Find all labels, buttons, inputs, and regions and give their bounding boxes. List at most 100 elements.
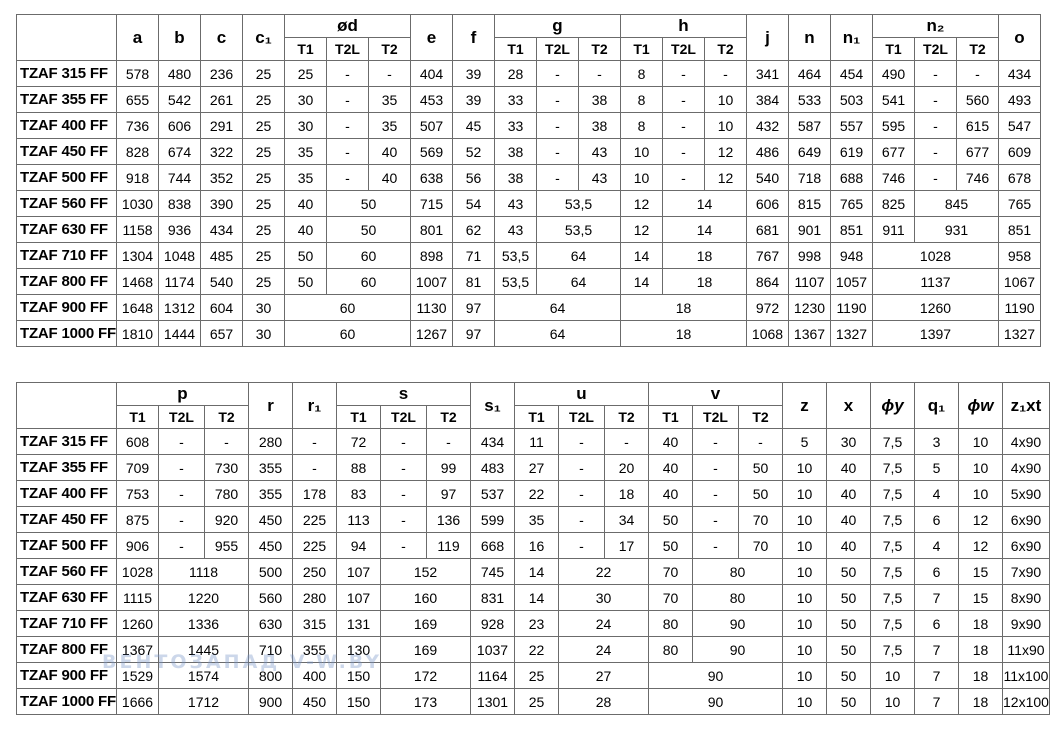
table-cell: 604 bbox=[200, 294, 243, 321]
table-cell: - bbox=[692, 532, 739, 559]
table-cell: 537 bbox=[470, 480, 515, 507]
table-cell: 70 bbox=[738, 506, 783, 533]
table-cell: 4x90 bbox=[1002, 428, 1050, 455]
table-cell: 1468 bbox=[116, 268, 159, 295]
table-cell: 898 bbox=[410, 242, 453, 269]
subheader-u-t1: T1 bbox=[514, 405, 559, 429]
table-cell: 480 bbox=[158, 60, 201, 87]
table-cell: 43 bbox=[494, 190, 537, 217]
table-cell: 90 bbox=[692, 610, 783, 637]
table-cell: - bbox=[158, 480, 205, 507]
table-cell: 18 bbox=[958, 636, 1003, 663]
header-n: n bbox=[788, 14, 831, 61]
table-cell: 845 bbox=[914, 190, 999, 217]
table-cell: 972 bbox=[746, 294, 789, 321]
table-cell: 780 bbox=[204, 480, 249, 507]
table-cell: 136 bbox=[426, 506, 471, 533]
table-cell: - bbox=[536, 60, 579, 87]
table-cell: 40 bbox=[826, 532, 871, 559]
table-cell: 390 bbox=[200, 190, 243, 217]
table-cell: 11 bbox=[514, 428, 559, 455]
table-cell: 169 bbox=[380, 636, 471, 663]
header-f: f bbox=[452, 14, 495, 61]
table-cell: 150 bbox=[336, 662, 381, 689]
table-cell: - bbox=[326, 86, 369, 113]
table-cell: 88 bbox=[336, 454, 381, 481]
table-cell: 60 bbox=[326, 268, 411, 295]
table-cell: 90 bbox=[648, 662, 783, 689]
table-cell: - bbox=[158, 506, 205, 533]
subheader-g-t2l: T2L bbox=[536, 37, 579, 61]
table-cell: 70 bbox=[648, 558, 693, 585]
table-cell: 10 bbox=[704, 112, 747, 139]
table-cell: 160 bbox=[380, 584, 471, 611]
table-cell: - bbox=[914, 60, 957, 87]
table-cell: 341 bbox=[746, 60, 789, 87]
table-cell: 1810 bbox=[116, 320, 159, 347]
table-row: TZAF 1000 FF 1810 1444 657 30 60 1267 97 64 18 106… bbox=[16, 320, 1041, 347]
table-cell: 38 bbox=[494, 138, 537, 165]
table-cell: 955 bbox=[204, 532, 249, 559]
header-z: z bbox=[782, 382, 827, 429]
table-cell: 40 bbox=[284, 190, 327, 217]
table-cell: 7 bbox=[914, 688, 959, 715]
table-cell: 1260 bbox=[872, 294, 999, 321]
table-cell: 72 bbox=[336, 428, 381, 455]
table-cell: 1574 bbox=[158, 662, 249, 689]
table-cell: 718 bbox=[788, 164, 831, 191]
table-cell: 8 bbox=[620, 86, 663, 113]
table-cell: 767 bbox=[746, 242, 789, 269]
table-cell: 619 bbox=[830, 138, 873, 165]
table-cell: 169 bbox=[380, 610, 471, 637]
table-cell: - bbox=[914, 112, 957, 139]
table-cell: 8 bbox=[620, 60, 663, 87]
table-cell: 557 bbox=[830, 112, 873, 139]
table-cell: 1158 bbox=[116, 216, 159, 243]
subheader-d-t2: T2 bbox=[368, 37, 411, 61]
table-row: TZAF 450 FF 875-920 450 225 113-136 599 35-34 5… bbox=[16, 506, 1050, 533]
table-cell: 83 bbox=[336, 480, 381, 507]
table-cell: 81 bbox=[452, 268, 495, 295]
table-row: TZAF 400 FF 736 606 291 25 30-35 507 45 33-38 8-1… bbox=[16, 112, 1041, 139]
table-cell: 746 bbox=[872, 164, 915, 191]
table-row: TZAF 450 FF 828 674 322 25 35-40 569 52 38-43 10-… bbox=[16, 138, 1041, 165]
table-cell: 864 bbox=[746, 268, 789, 295]
table-row: TZAF 315 FF 608- -280-72- -434 11- -40- -5 30 7,… bbox=[16, 428, 1050, 455]
table-cell: - bbox=[326, 112, 369, 139]
table-row: TZAF 400 FF 753-780 355 178 83-97 537 22-18 40-… bbox=[16, 480, 1050, 507]
table-cell: 178 bbox=[292, 480, 337, 507]
table-cell: - bbox=[326, 138, 369, 165]
table-cell: 400 bbox=[292, 662, 337, 689]
table-cell: 291 bbox=[200, 112, 243, 139]
table-cell: 53,5 bbox=[536, 190, 621, 217]
table-cell: 560 bbox=[956, 86, 999, 113]
table-cell: 18 bbox=[958, 662, 1003, 689]
table-cell: 948 bbox=[830, 242, 873, 269]
model-name: TZAF 355 FF bbox=[16, 454, 117, 481]
table-cell: 674 bbox=[158, 138, 201, 165]
table-cell: - bbox=[692, 480, 739, 507]
table-cell: 30 bbox=[558, 584, 649, 611]
table-cell: 5 bbox=[914, 454, 959, 481]
table-cell: 10 bbox=[782, 506, 827, 533]
subheader-h-t2: T2 bbox=[704, 37, 747, 61]
table-cell: 10 bbox=[782, 558, 827, 585]
table-cell: 107 bbox=[336, 558, 381, 585]
table-cell: 113 bbox=[336, 506, 381, 533]
table-cell: 715 bbox=[410, 190, 453, 217]
table-cell: 1529 bbox=[116, 662, 159, 689]
table-cell: 606 bbox=[746, 190, 789, 217]
model-name: TZAF 560 FF bbox=[16, 190, 117, 217]
table-cell: 35 bbox=[284, 164, 327, 191]
model-name: TZAF 900 FF bbox=[16, 294, 117, 321]
table-cell: 30 bbox=[242, 320, 285, 347]
subheader-u-t2l: T2L bbox=[558, 405, 605, 429]
table-cell: 901 bbox=[788, 216, 831, 243]
table-cell: 746 bbox=[956, 164, 999, 191]
table-cell: 53,5 bbox=[536, 216, 621, 243]
table-cell: 40 bbox=[826, 506, 871, 533]
table-cell: - bbox=[914, 164, 957, 191]
table-cell: - bbox=[292, 428, 337, 455]
header-r1: r₁ bbox=[292, 382, 337, 429]
table-cell: - bbox=[704, 60, 747, 87]
